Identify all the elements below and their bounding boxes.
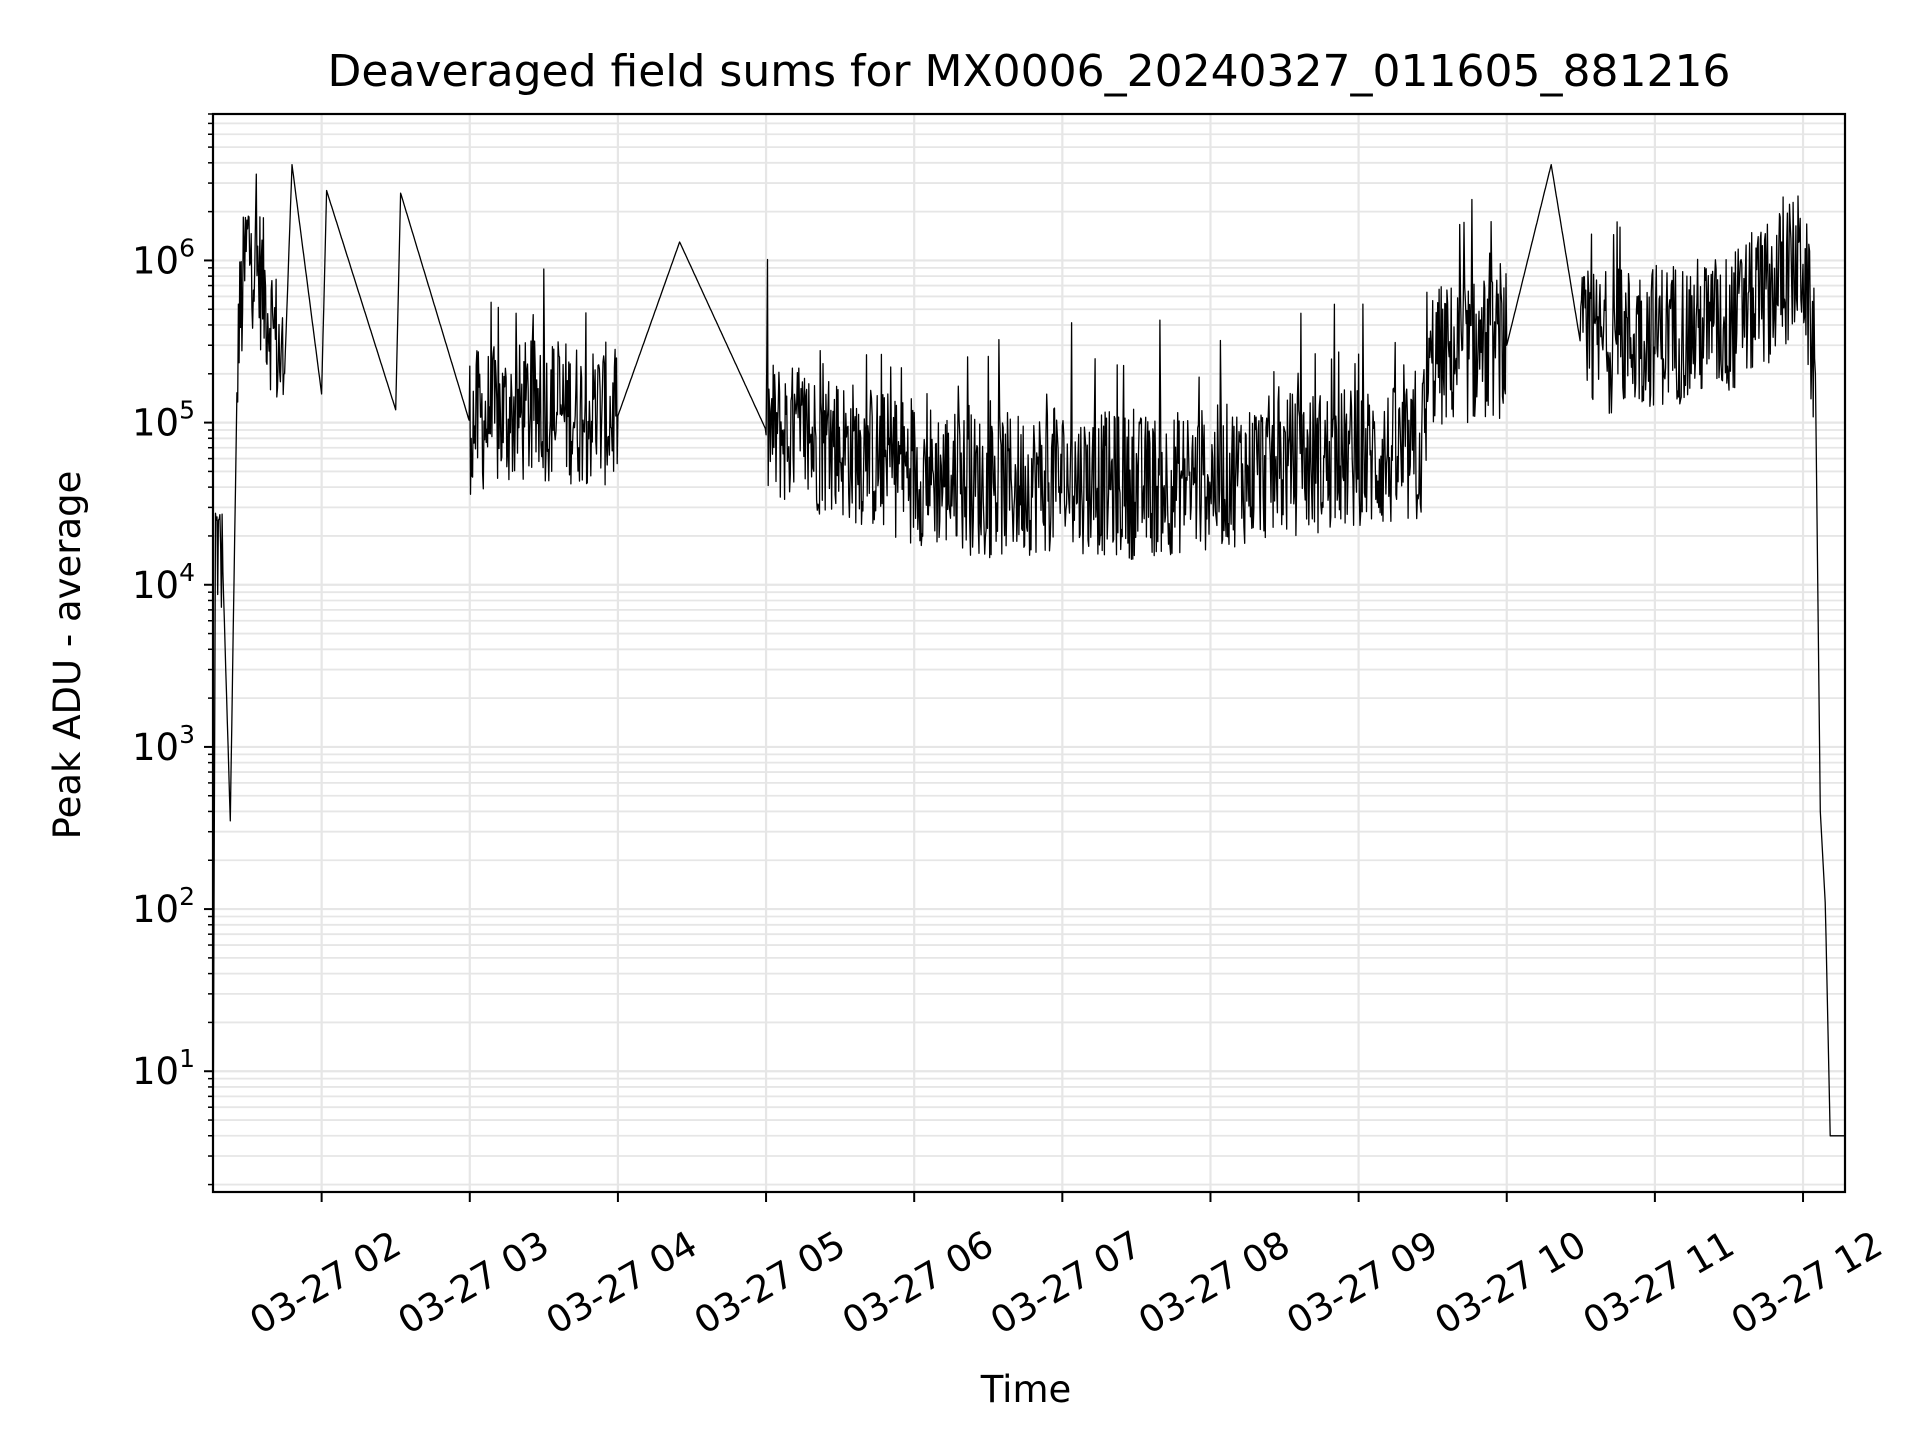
- y-tick-label: 106: [132, 233, 195, 282]
- x-axis-label: Time: [980, 1368, 1072, 1411]
- series-line: [212, 163, 1845, 1185]
- y-tick-label: 101: [132, 1044, 195, 1093]
- chart-title: Deaveraged field sums for MX0006_2024032…: [328, 46, 1731, 97]
- y-tick-label: 103: [132, 720, 195, 769]
- plot-frame: [211, 112, 1847, 1194]
- y-tick-label: 105: [132, 396, 195, 445]
- y-axis-label: Peak ADU - average: [46, 471, 89, 840]
- y-axis-ticks: 101 102 103 104 105 106: [132, 113, 213, 1186]
- y-tick-label: 102: [132, 882, 195, 931]
- series-layer: [212, 163, 1845, 1185]
- y-tick-label: 104: [132, 558, 195, 607]
